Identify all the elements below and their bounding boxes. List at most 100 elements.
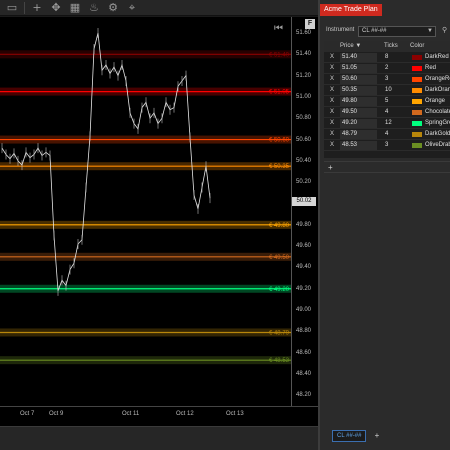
y-tick-label: 50.60: [296, 136, 312, 143]
level-price-cell[interactable]: 51.05: [340, 64, 377, 73]
x-tick-label: Oct 13: [226, 411, 244, 417]
y-tick-label: 50.80: [296, 115, 312, 122]
add-level-button[interactable]: +: [328, 163, 333, 172]
delete-level-button[interactable]: X: [330, 98, 335, 104]
drag-icon[interactable]: ✥: [51, 0, 61, 14]
cursor-arrow-icon[interactable]: ⌖: [128, 0, 136, 14]
y-tick-label: 51.60: [296, 29, 312, 36]
color-swatch: [412, 99, 422, 104]
delete-level-button[interactable]: X: [330, 54, 335, 60]
level-color-cell[interactable]: OliveDrab: [425, 142, 450, 148]
time-axis[interactable]: Oct 7 Oct 9 Oct 11 Oct 12 Oct 13: [0, 406, 318, 426]
delete-level-button[interactable]: X: [330, 120, 335, 126]
y-tick-label: 49.00: [296, 307, 312, 314]
level-label: € 49.80: [269, 223, 290, 229]
price-chart[interactable]: € 51.40 € 51.05 € 50.60 € 50.35 € 49.80 € 49.…: [0, 17, 291, 406]
instrument-select[interactable]: CL ##-## ▼: [358, 26, 436, 37]
level-ticks-cell[interactable]: 5: [385, 98, 389, 104]
level-ticks-cell[interactable]: 4: [385, 109, 389, 115]
table-row[interactable]: X 49.20 12 SpringGreen: [324, 118, 450, 129]
level-ticks-cell[interactable]: 8: [385, 54, 389, 60]
level-price-cell[interactable]: 50.35: [340, 86, 377, 95]
chart-type-icon[interactable]: ▭: [6, 0, 18, 14]
level-color-cell[interactable]: Orange: [425, 98, 446, 104]
y-tick-label: 51.40: [296, 51, 312, 58]
table-row[interactable]: X 51.05 2 Red: [324, 63, 450, 74]
color-swatch: [412, 121, 422, 126]
level-label: € 50.35: [269, 164, 290, 170]
price-column-header[interactable]: Price ▼: [340, 43, 362, 49]
color-column-header[interactable]: Color: [410, 43, 425, 49]
link-icon[interactable]: ⚲: [442, 27, 448, 34]
level-ticks-cell[interactable]: 3: [385, 76, 389, 82]
level-ticks-cell[interactable]: 3: [385, 142, 389, 148]
level-price-cell[interactable]: 48.79: [340, 130, 377, 139]
panel-title: Acme Trade Plan: [320, 4, 382, 16]
x-tick-label: Oct 7: [20, 411, 35, 417]
scroll-to-end-icon[interactable]: ⏮: [274, 23, 283, 34]
level-label: € 49.50: [269, 255, 290, 261]
delete-level-button[interactable]: X: [330, 109, 335, 115]
y-tick-label: 48.60: [296, 349, 312, 356]
fire-icon[interactable]: ♨: [89, 0, 99, 14]
table-row[interactable]: X 51.40 8 DarkRed: [324, 52, 450, 63]
level-color-cell[interactable]: DarkRed: [425, 54, 449, 60]
price-axis[interactable]: 51.60 51.40 51.20 51.00 50.80 50.60 50.40 50.20…: [291, 17, 318, 406]
level-ticks-cell[interactable]: 4: [385, 131, 389, 137]
bar-style-icon[interactable]: ▦: [69, 0, 81, 14]
level-color-cell[interactable]: DarkGoldenrod: [425, 131, 450, 137]
level-price-cell[interactable]: 49.20: [340, 119, 377, 128]
level-color-cell[interactable]: OrangeRed: [425, 76, 450, 82]
level-ticks-cell[interactable]: 2: [385, 65, 389, 71]
instrument-label: Instrument: [326, 27, 355, 33]
tab-instrument[interactable]: CL ##-##: [332, 430, 367, 442]
delete-level-button[interactable]: X: [330, 87, 335, 93]
level-color-cell[interactable]: DarkOrange: [425, 87, 450, 93]
level-ticks-cell[interactable]: 12: [385, 120, 392, 126]
level-ticks-cell[interactable]: 10: [385, 87, 392, 93]
level-label: € 48.53: [269, 358, 290, 364]
table-row[interactable]: X 48.53 3 OliveDrab: [324, 140, 450, 151]
table-row[interactable]: X 50.35 10 DarkOrange: [324, 85, 450, 96]
delete-level-button[interactable]: X: [330, 76, 335, 82]
levels-grid: Price ▼ Ticks Color X 51.40 8 DarkRed X 51.05…: [324, 41, 450, 158]
panel-divider[interactable]: [318, 0, 320, 450]
add-icon[interactable]: +: [32, 0, 42, 14]
settings-gear-icon[interactable]: ⚙: [108, 0, 118, 14]
color-swatch: [412, 88, 422, 93]
price-series-line: [1, 32, 211, 292]
toolbar-separator: [24, 1, 25, 14]
level-price-cell[interactable]: 49.50: [340, 108, 377, 117]
ticks-column-header[interactable]: Ticks: [384, 43, 398, 49]
table-row[interactable]: X 49.50 4 Chocolate: [324, 107, 450, 118]
level-color-cell[interactable]: Chocolate: [425, 109, 450, 115]
f-button[interactable]: F: [305, 19, 315, 29]
table-row[interactable]: X 48.79 4 DarkGoldenrod: [324, 129, 450, 140]
level-price-cell[interactable]: 49.80: [340, 97, 377, 106]
level-price-cell[interactable]: 48.53: [340, 141, 377, 150]
y-tick-label: 51.00: [296, 93, 312, 100]
chart-toolbar: ▭ + ✥ ▦ ♨ ⚙ ⌖: [0, 0, 318, 16]
y-tick-label: 49.40: [296, 264, 312, 271]
level-label: € 50.60: [269, 138, 290, 144]
y-tick-label: 48.40: [296, 371, 312, 378]
level-label: € 51.05: [269, 90, 290, 96]
delete-level-button[interactable]: X: [330, 131, 335, 137]
add-tab-button[interactable]: +: [374, 431, 380, 440]
table-row[interactable]: X 50.60 3 OrangeRed: [324, 74, 450, 85]
level-price-cell[interactable]: 50.60: [340, 75, 377, 84]
table-row[interactable]: X 49.80 5 Orange: [324, 96, 450, 107]
level-color-cell[interactable]: SpringGreen: [425, 120, 450, 126]
level-color-cell[interactable]: Red: [425, 65, 437, 71]
y-tick-label: 49.20: [296, 285, 312, 292]
y-tick-label: 51.20: [296, 72, 312, 79]
level-label: € 51.40: [269, 52, 290, 58]
y-tick-label: 49.60: [296, 243, 312, 250]
delete-level-button[interactable]: X: [330, 65, 335, 71]
delete-level-button[interactable]: X: [330, 142, 335, 148]
grid-header: Price ▼ Ticks Color: [324, 41, 450, 52]
color-swatch: [412, 143, 422, 148]
x-tick-label: Oct 11: [122, 411, 140, 417]
level-price-cell[interactable]: 51.40: [340, 53, 377, 62]
